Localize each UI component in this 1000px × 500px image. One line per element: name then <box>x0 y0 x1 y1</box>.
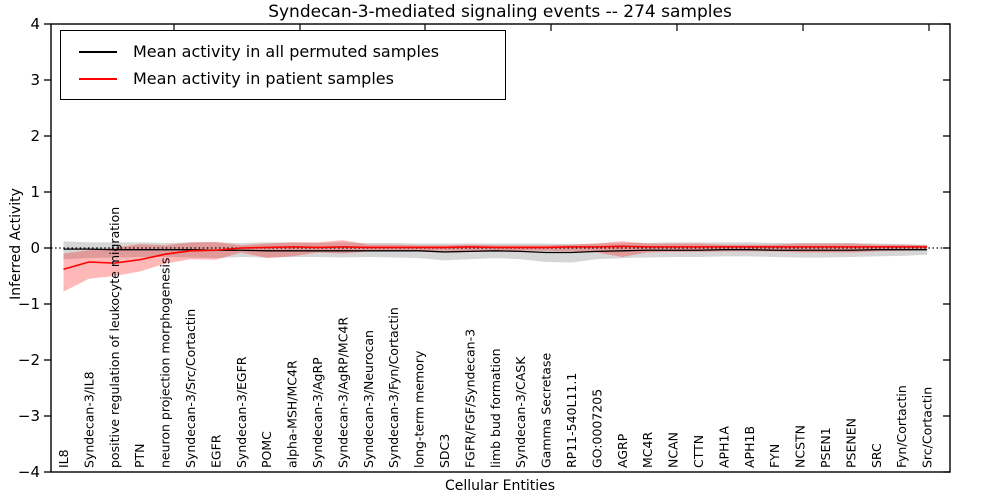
x-tick-label: Gamma Secretase <box>539 353 554 468</box>
y-tick-label: −2 <box>18 351 40 369</box>
x-tick-label: PSEN1 <box>818 427 833 468</box>
x-tick-label: PSENEN <box>843 418 858 468</box>
permuted-line-swatch <box>79 50 117 53</box>
x-tick-label: alpha-MSH/MC4R <box>285 360 300 468</box>
x-tick-label: NCAN <box>666 432 681 468</box>
y-tick-label: 0 <box>30 239 40 257</box>
y-tick-label: −4 <box>18 463 40 481</box>
y-tick-label: 3 <box>30 71 40 89</box>
x-tick-label: Fyn/Cortactin <box>894 385 909 468</box>
x-tick-label: Syndecan-3/Fyn/Cortactin <box>386 307 401 468</box>
x-tick-label: POMC <box>259 431 274 468</box>
x-tick-label: positive regulation of leukocyte migrati… <box>107 207 122 468</box>
legend-label-patient: Mean activity in patient samples <box>133 69 394 88</box>
y-tick-label: 4 <box>30 15 40 33</box>
x-tick-label: FYN <box>767 444 782 468</box>
x-tick-label: SRC <box>869 443 884 468</box>
x-tick-label: long-term memory <box>412 350 427 468</box>
legend: Mean activity in all permuted samples Me… <box>60 30 506 100</box>
x-tick-label: AGRP <box>615 433 630 468</box>
x-tick-label: Syndecan-3/Src/Cortactin <box>183 309 198 468</box>
x-axis-label: Cellular Entities <box>444 478 556 494</box>
x-tick-label: Syndecan-3/CASK <box>513 356 528 468</box>
x-tick-label: MC4R <box>640 432 655 468</box>
x-tick-label: Syndecan-3/AgRP/MC4R <box>335 317 350 468</box>
x-tick-label: APH1B <box>742 426 757 468</box>
x-tick-label: FGFR/FGF/Syndecan-3 <box>462 329 477 468</box>
x-tick-label: Syndecan-3/Neurocan <box>361 330 376 468</box>
x-tick-label: limb bud formation <box>488 348 503 468</box>
x-tick-label: PTN <box>132 443 147 468</box>
x-tick-label: NCSTN <box>793 425 808 468</box>
patient-line-swatch <box>79 77 117 80</box>
x-tick-label: Src/Cortactin <box>920 387 935 468</box>
x-tick-label: EGFR <box>208 434 223 468</box>
x-tick-label: Syndecan-3/AgRP <box>310 357 325 468</box>
patient-mean-line <box>63 245 928 271</box>
x-tick-label: Syndecan-3/EGFR <box>234 356 249 468</box>
x-tick-label: IL8 <box>56 449 71 468</box>
y-axis-label: Inferred Activity <box>8 188 24 300</box>
y-tick-label: −1 <box>18 295 40 313</box>
legend-entry-patient: Mean activity in patient samples <box>71 65 495 92</box>
x-tick-label: CTTN <box>691 435 706 468</box>
y-tick-label: 2 <box>30 127 40 145</box>
x-tick-label: RP11-540L11.1 <box>564 373 579 468</box>
legend-entry-permuted: Mean activity in all permuted samples <box>71 38 495 65</box>
chart-title: Syndecan-3-mediated signaling events -- … <box>268 2 732 22</box>
y-tick-label: 1 <box>30 183 40 201</box>
patient-band <box>63 240 928 292</box>
x-tick-label: GO:0007205 <box>589 389 604 468</box>
legend-label-permuted: Mean activity in all permuted samples <box>133 42 440 61</box>
y-tick-label: −3 <box>18 407 40 425</box>
x-tick-label: Syndecan-3/IL8 <box>81 371 96 468</box>
x-tick-label: APH1A <box>716 426 731 468</box>
x-tick-label: neuron projection morphogenesis <box>158 257 173 468</box>
x-tick-label: SDC3 <box>437 434 452 468</box>
